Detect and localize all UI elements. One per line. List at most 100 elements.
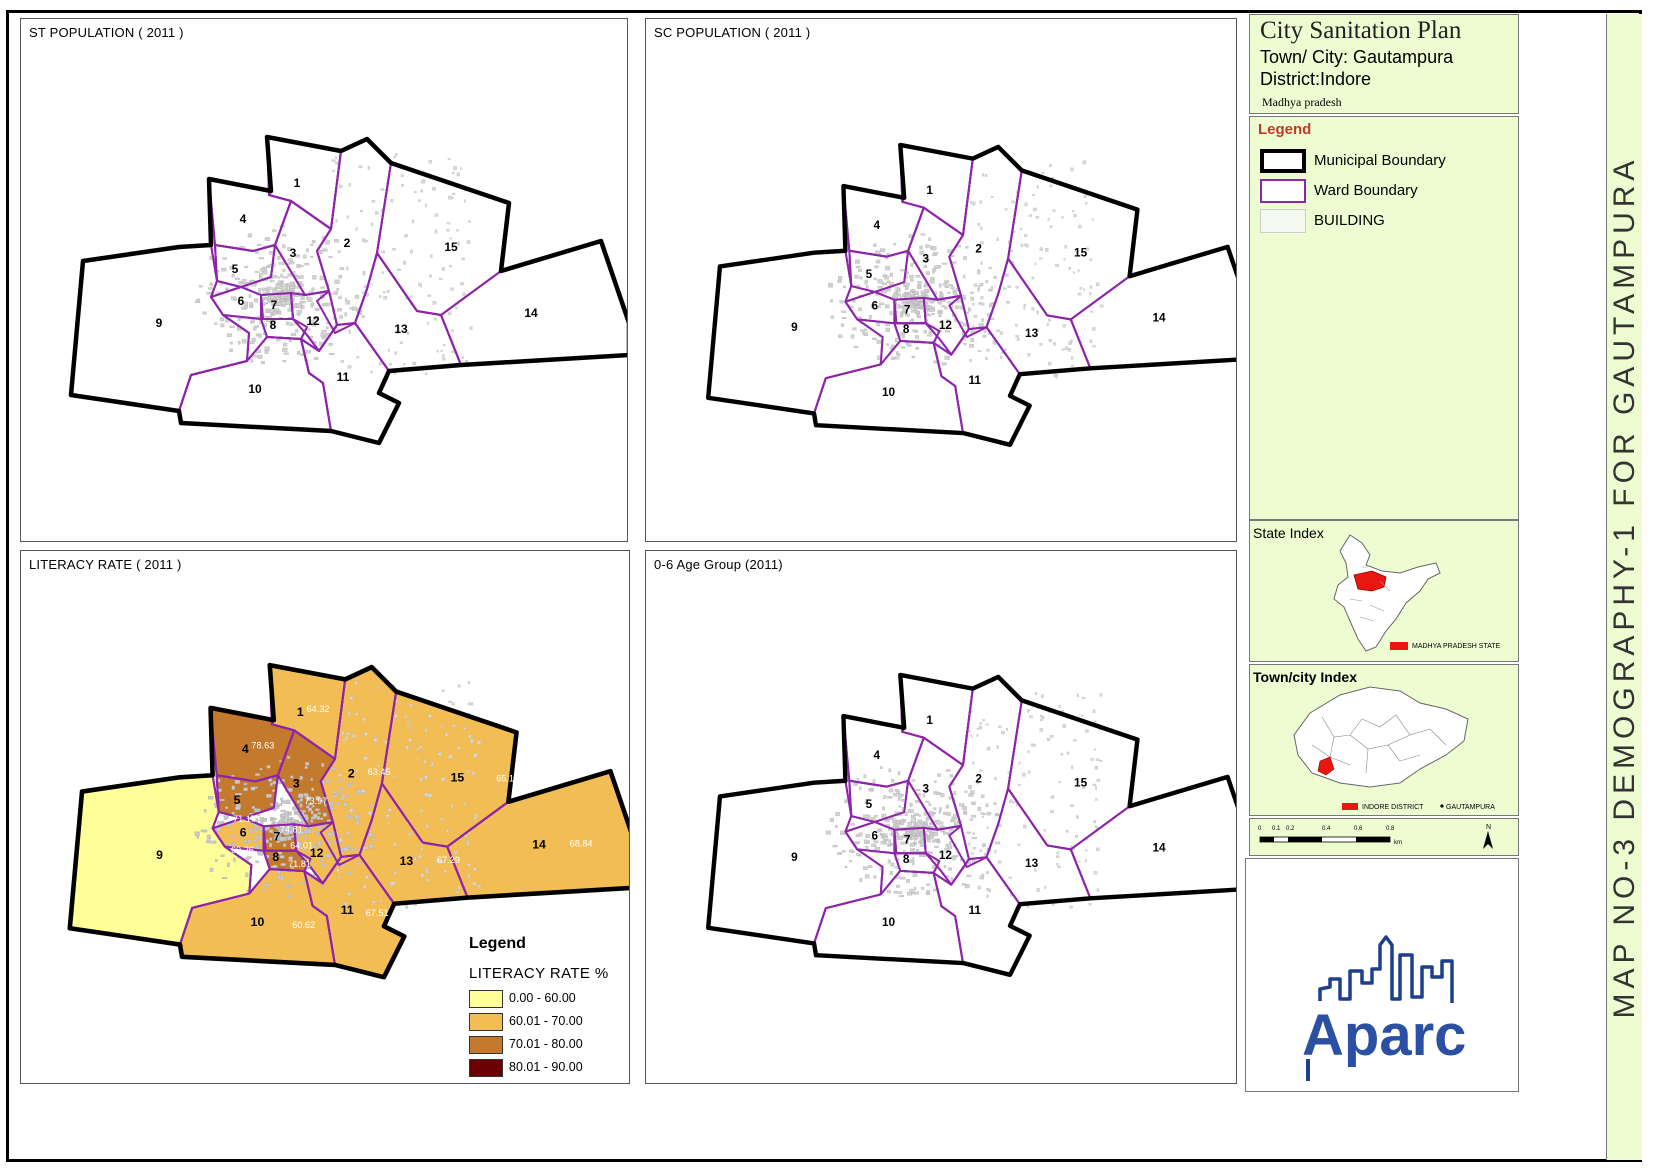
ward-number-label: 7 bbox=[271, 298, 278, 312]
literacy-value-label: 69.26 bbox=[231, 845, 254, 855]
literacy-class: 80.01 - 90.00 bbox=[469, 1057, 639, 1080]
literacy-value-label: 60.62 bbox=[292, 920, 315, 930]
town-name: Town/ City: Gautampura bbox=[1260, 47, 1454, 67]
ward-boundary-swatch bbox=[1260, 179, 1306, 203]
literacy-value-label: 63.45 bbox=[368, 767, 391, 777]
literacy-class: 60.01 - 70.00 bbox=[469, 1011, 639, 1034]
literacy-class-label: 80.01 - 90.00 bbox=[509, 1060, 583, 1074]
literacy-value-label: 65.19 bbox=[496, 773, 519, 783]
ward-number-label: 6 bbox=[872, 300, 879, 313]
literacy-class-label: 60.01 - 70.00 bbox=[509, 1014, 583, 1028]
st-population-panel: ST POPULATION ( 2011 ) 1 2 3 4 5 6 7 8 9 10 11 12 13… bbox=[20, 18, 628, 542]
state-index: State Index MADHYA PRADESH STATE bbox=[1249, 520, 1519, 662]
legend-title: Legend bbox=[1258, 121, 1312, 138]
ward-number-label: 12 bbox=[310, 846, 324, 860]
ward-number-label: 3 bbox=[922, 253, 929, 266]
ward-number-label: 5 bbox=[866, 798, 873, 811]
map-legend: Legend Municipal Boundary Ward Boundary … bbox=[1249, 116, 1519, 520]
ward-number-label: 2 bbox=[975, 243, 982, 256]
ward-number-label: 8 bbox=[903, 853, 910, 866]
ward-number-label: 15 bbox=[1074, 247, 1088, 260]
literacy-legend-title: Legend bbox=[469, 935, 526, 952]
ward-number-label: 14 bbox=[1152, 311, 1166, 324]
municipal-boundary bbox=[705, 672, 1236, 978]
sc-population-panel: SC POPULATION ( 2011 ) 1 2 3 4 5 6 7 8 9 10 11 12 13… bbox=[645, 18, 1237, 542]
municipal-boundary-swatch bbox=[1260, 149, 1306, 173]
ward-number-label: 7 bbox=[273, 830, 280, 844]
mp-swatch bbox=[1390, 642, 1408, 650]
ward-number-label: 11 bbox=[337, 370, 350, 384]
ward-number-label: 6 bbox=[872, 830, 879, 843]
ward-number-label: 10 bbox=[251, 915, 265, 929]
ward-number-label: 13 bbox=[1025, 327, 1039, 340]
ward-number-label: 13 bbox=[1025, 857, 1039, 870]
ward-number-label: 12 bbox=[939, 849, 953, 862]
ward-number-label: 2 bbox=[975, 773, 982, 786]
ward-number-label: 11 bbox=[969, 904, 982, 917]
ward-number-label: 9 bbox=[156, 848, 163, 862]
literacy-value-label: 71.17 bbox=[233, 814, 256, 824]
ward-number-label: 3 bbox=[293, 776, 300, 790]
ward-number-label: 2 bbox=[344, 236, 351, 250]
scale-unit: km bbox=[1394, 840, 1402, 846]
district-label: INDORE DISTRICT bbox=[1362, 804, 1424, 811]
literacy-class-swatch bbox=[469, 1059, 503, 1077]
legend-label: Ward Boundary bbox=[1314, 182, 1418, 199]
literacy-legend: Legend LITERACY RATE % 0.00 - 60.00 60.01… bbox=[469, 935, 639, 1080]
ward-number-label: 1 bbox=[926, 714, 933, 727]
india-map: MADHYA PRADESH STATE bbox=[1333, 534, 1501, 652]
ward-number-label: 4 bbox=[242, 742, 249, 756]
ward-number-label: 8 bbox=[903, 323, 910, 336]
state-index-title: State Index bbox=[1253, 525, 1324, 541]
municipal-boundary bbox=[705, 142, 1236, 448]
ward-number-label: 2 bbox=[348, 766, 355, 780]
ward-number-label: 15 bbox=[444, 240, 458, 254]
panel-title: LITERACY RATE ( 2011 ) bbox=[29, 557, 182, 572]
state-index-label: MADHYA PRADESH STATE bbox=[1412, 643, 1501, 650]
north-label: N bbox=[1486, 824, 1491, 831]
ward-number-label: 8 bbox=[272, 850, 279, 864]
ward-number-label: 11 bbox=[969, 374, 982, 387]
ward-number-label: 12 bbox=[939, 319, 953, 332]
ward-number-label: 13 bbox=[394, 322, 408, 336]
plan-title: City Sanitation Plan bbox=[1260, 17, 1462, 44]
ward-number-label: 8 bbox=[270, 318, 277, 332]
ward-number-label: 7 bbox=[904, 833, 911, 846]
ward-number-label: 4 bbox=[873, 219, 880, 232]
town-index-title: Town/city Index bbox=[1253, 669, 1357, 685]
ward-number-label: 1 bbox=[926, 184, 933, 197]
ward-number-label: 11 bbox=[341, 903, 354, 917]
skyline-icon bbox=[1318, 935, 1454, 1003]
literacy-class: 70.01 - 80.00 bbox=[469, 1034, 639, 1057]
literacy-class-label: 0.00 - 60.00 bbox=[509, 991, 576, 1005]
scale-tick: 0.8 bbox=[1386, 826, 1395, 832]
panel-title: ST POPULATION ( 2011 ) bbox=[29, 25, 184, 40]
ward-number-label: 15 bbox=[451, 770, 465, 784]
north-arrow-icon bbox=[1483, 831, 1493, 849]
ward-number-label: 15 bbox=[1074, 777, 1088, 790]
literacy-value-label: 71.81 bbox=[288, 859, 311, 869]
literacy-class-swatch bbox=[469, 990, 503, 1008]
town-label: GAUTAMPURA bbox=[1446, 804, 1495, 811]
legend-label: Municipal Boundary bbox=[1314, 152, 1446, 169]
ward-map: 1 64.32 2 63.45 3 73.97 4 78.63 5 71.176 69.26 774.… bbox=[67, 662, 629, 980]
ward-number-label: 10 bbox=[882, 916, 896, 929]
ward-number-label: 12 bbox=[306, 314, 320, 328]
town-index: Town/city Index INDORE DISTRICT GAUTAMPU… bbox=[1249, 664, 1519, 816]
legend-label: BUILDING bbox=[1314, 212, 1385, 229]
municipal-boundary bbox=[68, 134, 627, 446]
literacy-value-label: 68.84 bbox=[570, 839, 593, 849]
ward-number-label: 9 bbox=[791, 851, 798, 864]
scale-tick: 0 bbox=[1258, 826, 1262, 832]
ward-number-label: 14 bbox=[532, 838, 546, 852]
ward-number-label: 3 bbox=[290, 246, 297, 260]
ward-number-label: 10 bbox=[882, 386, 896, 399]
age-group-panel: 0-6 Age Group (2011) 1 2 3 4 5 6 7 8 9 10 11 12 13 14… bbox=[645, 550, 1237, 1084]
ward-number-label: 14 bbox=[1152, 841, 1166, 854]
literacy-class-label: 70.01 - 80.00 bbox=[509, 1037, 583, 1051]
ward-number-label: 4 bbox=[240, 212, 247, 226]
literacy-value-label: 67.29 bbox=[437, 855, 460, 865]
